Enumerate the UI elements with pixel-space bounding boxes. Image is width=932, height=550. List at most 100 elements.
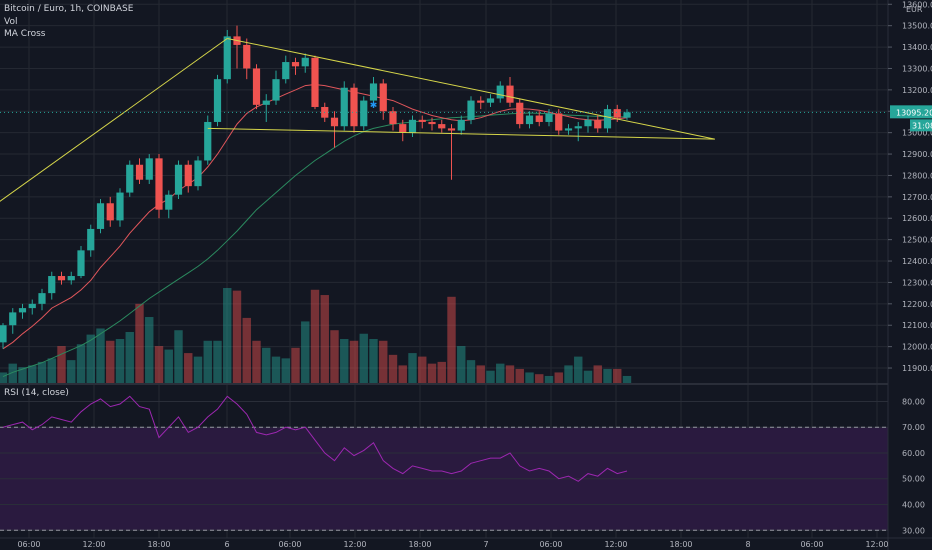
candle-body: [145, 158, 153, 180]
candle-body: [447, 128, 456, 131]
candle-body: [389, 111, 397, 125]
volume-bar: [613, 368, 622, 383]
volume-bar: [564, 365, 573, 383]
volume-legend[interactable]: Vol: [4, 17, 18, 27]
volume-bar: [447, 296, 456, 383]
volume-bar: [213, 340, 222, 383]
candle-body: [545, 113, 553, 122]
candle-body: [623, 112, 631, 118]
volume-bar: [291, 347, 300, 383]
candle-body: [516, 102, 524, 125]
rsi-line: [2, 395, 628, 482]
volume-bar: [486, 370, 495, 383]
volume-bar: [505, 365, 515, 383]
volume-bar: [379, 340, 388, 383]
candle-body: [564, 128, 573, 131]
volume-bar: [427, 363, 437, 383]
candle-body: [506, 85, 514, 103]
volume-bar: [174, 330, 183, 383]
candle-body: [194, 160, 202, 187]
volume-bar: [574, 356, 583, 383]
candle-body: [496, 85, 504, 99]
volume-bar: [525, 372, 534, 383]
candle-body: [272, 79, 280, 101]
time-tick-label: 06:00: [17, 540, 40, 549]
volume-bar: [349, 340, 359, 383]
trend-line[interactable]: [0, 38, 228, 304]
price-tick-label: 12800.00: [902, 171, 932, 180]
volume-bar: [252, 340, 261, 383]
candle-body: [613, 109, 621, 118]
volume-bar: [418, 356, 427, 383]
price-tick-label: 12300.00: [902, 278, 932, 287]
volume-bar: [330, 330, 339, 383]
price-tick-label: 13200.00: [902, 86, 932, 95]
candle-body: [311, 57, 319, 107]
volume-bar: [145, 317, 154, 383]
price-tick-label: 13300.00: [902, 64, 932, 73]
volume-bar: [184, 353, 193, 383]
volume-bar: [115, 339, 125, 383]
price-tick-label: 11900.00: [902, 364, 932, 373]
price-tick-label: 13400.00: [902, 43, 932, 52]
volume-bar: [554, 372, 563, 383]
candle-body: [330, 117, 339, 127]
candle-body: [106, 203, 114, 221]
trend-line[interactable]: [227, 38, 715, 140]
candle-body: [399, 124, 407, 133]
rsi-tick-label: 70.00: [902, 423, 925, 432]
candle-body: [301, 57, 309, 67]
volume-bar: [154, 346, 164, 383]
candle-body: [57, 276, 66, 281]
price-tick-label: 12600.00: [902, 214, 932, 223]
crosshair-marker[interactable]: ✱: [370, 101, 378, 111]
rsi-tick-label: 80.00: [902, 397, 925, 406]
candle-body: [594, 119, 602, 129]
candle-body: [135, 164, 144, 180]
time-tick-label: 12:00: [343, 540, 366, 549]
candle-body: [418, 119, 426, 122]
trend-line[interactable]: [207, 127, 715, 140]
candle-body: [477, 100, 485, 103]
candle-body: [0, 325, 7, 343]
candle-body: [535, 115, 543, 122]
volume-bar: [535, 374, 544, 383]
candle-body: [603, 109, 612, 129]
volume-bar: [622, 375, 632, 383]
candle-body: [360, 100, 368, 127]
rsi-legend[interactable]: RSI (14, close): [4, 388, 69, 398]
volume-bar: [76, 344, 86, 383]
candle-body: [243, 44, 251, 69]
volume-bar: [164, 349, 173, 383]
volume-bar: [67, 360, 76, 383]
candle-body: [174, 164, 183, 195]
price-tick-label: 12000.00: [902, 343, 932, 352]
time-tick-label: 18:00: [147, 540, 170, 549]
rsi-tick-label: 60.00: [902, 449, 925, 458]
candle-body: [369, 83, 378, 101]
time-tick-label: 12:00: [604, 540, 627, 549]
candle-body: [291, 62, 300, 67]
volume-bar: [106, 340, 115, 383]
candle-body: [584, 119, 592, 127]
price-scale[interactable]: [888, 0, 932, 550]
candle-body: [555, 113, 563, 131]
volume-bar: [515, 368, 524, 383]
time-tick-label: 12:00: [82, 540, 105, 549]
ma-cross-legend[interactable]: MA Cross: [4, 29, 46, 39]
price-tick-label: 12400.00: [902, 257, 932, 266]
volume-bar: [398, 365, 407, 383]
volume-bar: [593, 365, 602, 383]
time-tick-label: 18:00: [408, 540, 431, 549]
candle-body: [340, 87, 348, 127]
volume-bar: [96, 328, 105, 383]
candle-body: [525, 115, 534, 125]
price-tick-label: 12900.00: [902, 150, 932, 159]
price-tick-label: 13600.00: [902, 0, 932, 9]
symbol-legend[interactable]: Bitcoin / Euro, 1h, COINBASE: [4, 4, 134, 14]
volume-bar: [476, 365, 485, 383]
volume-bar: [544, 375, 554, 383]
volume-bar: [320, 295, 329, 383]
volume-bar: [281, 358, 290, 383]
